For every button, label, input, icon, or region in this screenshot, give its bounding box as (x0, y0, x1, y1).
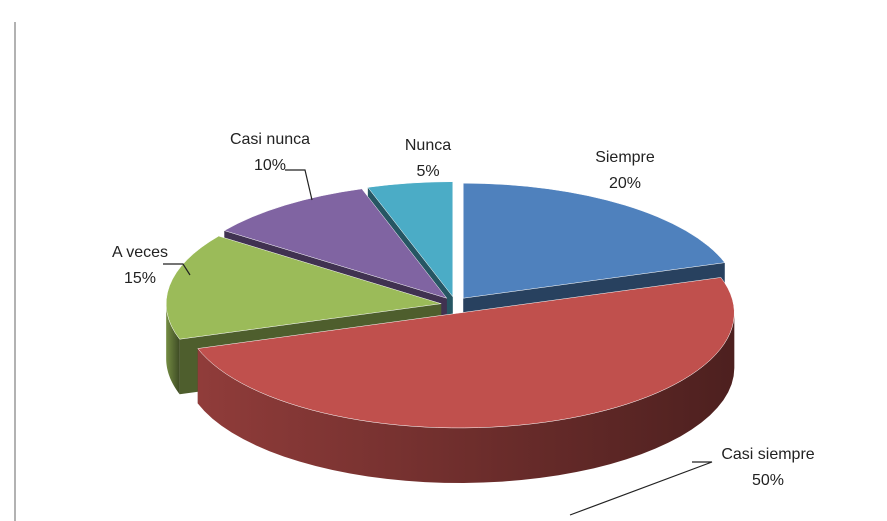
slice (367, 181, 454, 298)
slice-value-label: 15% (124, 270, 156, 287)
slice-value-label: 20% (609, 175, 641, 192)
slice-label: Casi nunca (230, 131, 310, 148)
slice-value-label: 5% (416, 163, 439, 180)
slice (165, 235, 442, 340)
slice (197, 277, 735, 429)
slice-label: Siempre (595, 149, 655, 166)
leader-line (285, 169, 313, 201)
slice-label: Casi siempre (721, 446, 814, 463)
slice-value-label: 50% (752, 472, 784, 489)
slice (223, 188, 448, 299)
leader-line (163, 263, 191, 276)
slice-value-label: 10% (254, 157, 286, 174)
slice-side (166, 303, 180, 395)
slice-side (197, 312, 735, 483)
leader-line (569, 461, 713, 516)
slice-label: A veces (112, 244, 168, 261)
slice (462, 182, 726, 299)
slice-label: Nunca (405, 137, 451, 154)
